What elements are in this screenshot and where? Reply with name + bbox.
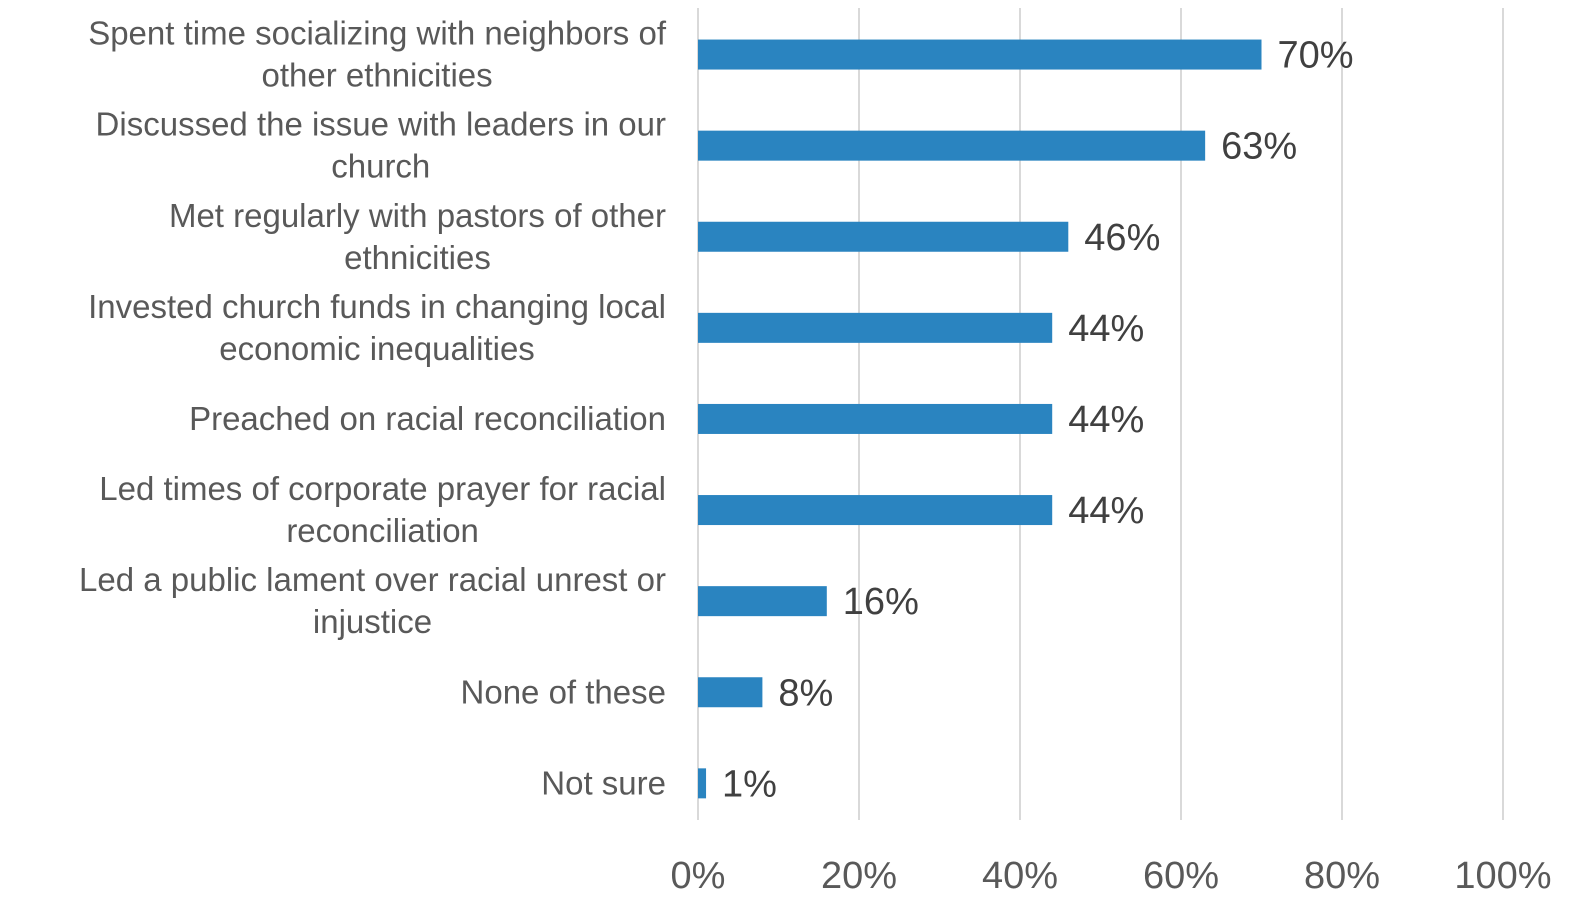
bar: [698, 677, 763, 708]
data-label: 16%: [843, 581, 919, 623]
x-tick-label: 80%: [1304, 855, 1380, 897]
category-label: Spent time socializing with neighbors of…: [88, 15, 667, 94]
category-label: Led times of corporate prayer for racial…: [99, 470, 666, 549]
category-label-line: Led a public lament over racial unrest o…: [79, 561, 666, 598]
category-label-line: None of these: [461, 673, 666, 710]
category-label: Not sure: [541, 764, 666, 801]
bar: [698, 221, 1069, 252]
x-tick-label: 40%: [982, 855, 1058, 897]
data-label: 70%: [1278, 35, 1354, 77]
category-label-line: Led times of corporate prayer for racial: [99, 470, 666, 507]
category-label: Led a public lament over racial unrest o…: [79, 561, 666, 640]
bar: [698, 403, 1053, 434]
bar: [698, 312, 1053, 343]
category-label: Invested church funds in changing local e…: [88, 288, 666, 367]
data-label: 8%: [778, 672, 833, 714]
data-label: 1%: [722, 763, 777, 805]
category-label-line: Invested church funds in changing local: [88, 288, 666, 325]
category-label-line: Discussed the issue with leaders in our: [96, 106, 666, 143]
category-labels: Spent time socializing with neighbors of…: [79, 15, 667, 802]
bar: [698, 768, 707, 799]
data-label: 44%: [1068, 490, 1144, 532]
data-label: 46%: [1084, 217, 1160, 259]
data-label: 44%: [1068, 308, 1144, 350]
category-label: Discussed the issue with leaders in our c…: [96, 106, 666, 185]
category-label-line: Spent time socializing with neighbors of: [88, 15, 667, 52]
x-tick-label: 20%: [821, 855, 897, 897]
category-label-line: injustice: [313, 603, 432, 640]
x-tick-label: 0%: [671, 855, 726, 897]
bar: [698, 39, 1262, 70]
category-label-line: Met regularly with pastors of other: [169, 197, 666, 234]
category-label-line: Preached on racial reconciliation: [189, 400, 666, 437]
category-label-line: ethnicities: [344, 239, 491, 276]
x-tick-label: 100%: [1454, 855, 1551, 897]
x-tick-label: 60%: [1143, 855, 1219, 897]
bar: [698, 130, 1206, 161]
data-labels: 70% 63% 46% 44% 44% 44% 16% 8% 1%: [722, 35, 1354, 806]
category-label-line: other ethnicities: [262, 57, 493, 94]
category-label-line: economic inequalities: [219, 330, 535, 367]
category-label-line: reconciliation: [286, 512, 479, 549]
bar: [698, 495, 1053, 526]
x-axis-ticks: 0% 20% 40% 60% 80% 100%: [671, 855, 1552, 897]
category-label-line: Not sure: [541, 764, 666, 801]
category-label: Met regularly with pastors of other ethni…: [169, 197, 666, 276]
data-label: 63%: [1221, 126, 1297, 168]
data-label: 44%: [1068, 399, 1144, 441]
bars: [698, 39, 1262, 799]
category-label: None of these: [461, 673, 666, 710]
category-label: Preached on racial reconciliation: [189, 400, 666, 437]
category-label-line: church: [331, 148, 430, 185]
bar: [698, 586, 827, 617]
